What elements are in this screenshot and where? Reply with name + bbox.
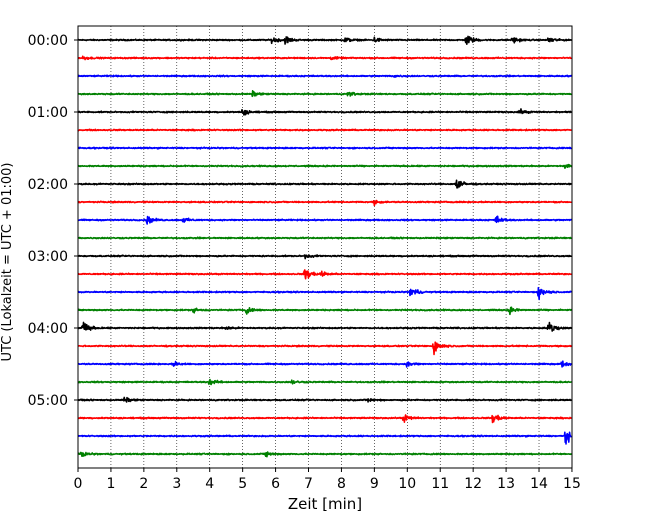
trace-0030: [77, 74, 573, 78]
x-tick-label: 5: [238, 476, 247, 492]
trace-0100: [77, 108, 572, 116]
y-axis-label: UTC (Lokalzeit = UTC + 01:00): [0, 163, 15, 362]
trace-0300: [77, 254, 572, 260]
trace-0415: [77, 341, 573, 356]
trace-0315: [77, 269, 573, 280]
x-tick-label: 13: [497, 476, 515, 492]
trace-0400: [77, 321, 572, 332]
trace-0430: [77, 360, 573, 368]
y-tick-label: 04:00: [28, 321, 68, 337]
y-axis-ticks: 00:00 01:00 02:00 03:00 04:00 05:00: [28, 33, 78, 409]
x-axis-ticks: 0 1 2 3 4 5 6 7 8 9 10 11 12 13 14 15: [74, 468, 581, 492]
x-tick-label: 4: [205, 476, 214, 492]
trace-0145: [77, 163, 573, 169]
y-tick-label: 01:00: [28, 105, 68, 121]
x-tick-label: 1: [106, 476, 115, 492]
trace-0115: [77, 128, 573, 132]
plot-frame: [77, 25, 573, 469]
x-tick-label: 8: [337, 476, 346, 492]
y-tick-label: 05:00: [28, 393, 68, 409]
x-tick-label: 14: [530, 476, 548, 492]
trace-0515: [77, 414, 573, 424]
x-tick-label: 9: [370, 476, 379, 492]
x-tick-label: 2: [139, 476, 148, 492]
trace-0045: [77, 89, 572, 98]
trace-0245: [77, 236, 573, 240]
x-tick-label: 10: [398, 476, 416, 492]
y-tick-label: 00:00: [28, 33, 68, 49]
trace-0545: [77, 451, 572, 458]
trace-0000: [77, 35, 573, 45]
x-tick-label: 7: [304, 476, 313, 492]
trace-0330: [77, 286, 572, 301]
x-tick-label: 3: [172, 476, 181, 492]
x-tick-label: 6: [271, 476, 280, 492]
trace-0345: [77, 306, 573, 316]
trace-0500: [77, 396, 572, 403]
x-axis-label: Zeit [min]: [288, 495, 362, 513]
trace-0200: [77, 179, 573, 189]
seismic-traces: [77, 35, 573, 458]
x-tick-label: 11: [431, 476, 449, 492]
x-tick-label: 0: [74, 476, 83, 492]
x-tick-label: 15: [563, 476, 581, 492]
y-tick-label: 03:00: [28, 249, 68, 265]
trace-0230: [77, 215, 573, 225]
trace-0215: [77, 199, 573, 207]
trace-0530: [77, 431, 573, 445]
y-tick-label: 02:00: [28, 177, 68, 193]
trace-0130: [77, 146, 573, 150]
x-tick-label: 12: [464, 476, 482, 492]
trace-0445: [77, 378, 572, 386]
trace-0015: [77, 55, 573, 61]
